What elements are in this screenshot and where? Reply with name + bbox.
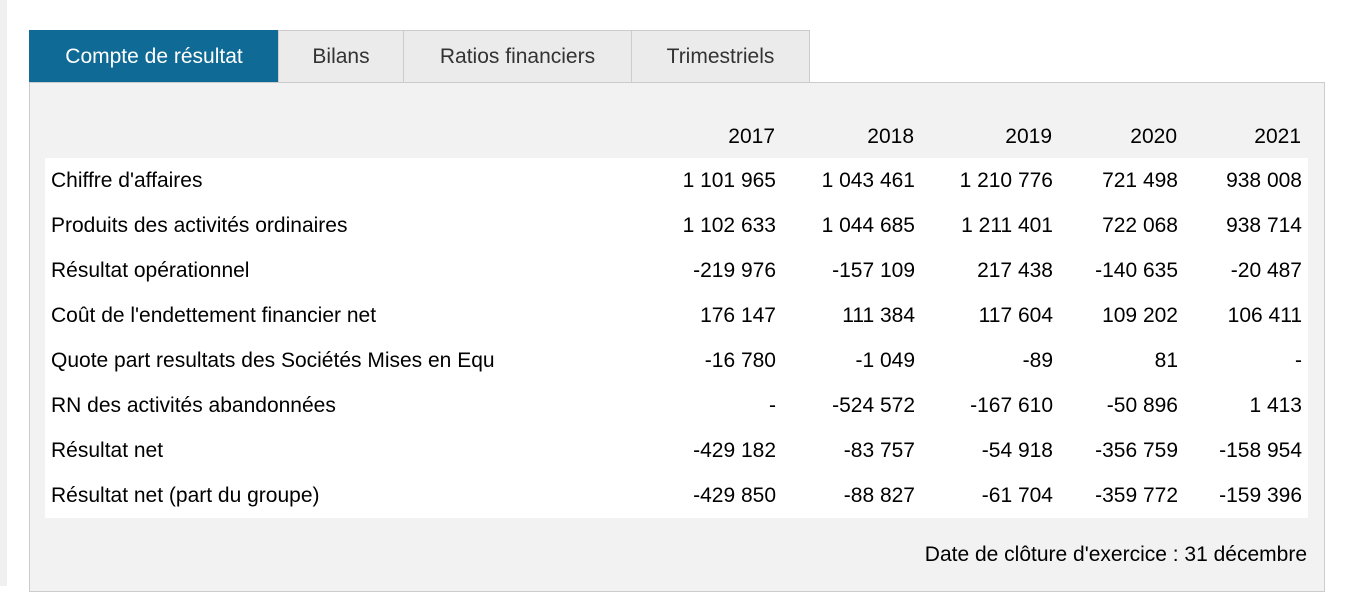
cell-2018: -1 049 [855,349,915,372]
cell-2020: -359 772 [1095,484,1178,507]
cell-2017: 1 101 965 [682,169,776,192]
cell-2018: -524 572 [832,394,915,417]
tab-trimestriels[interactable]: Trimestriels [631,30,810,82]
cell-2018: 1 044 685 [821,214,915,237]
cell-2021: 938 008 [1226,169,1302,192]
cell-2020: 81 [1154,349,1178,372]
table-row: Quote part resultats des Sociétés Mises … [45,338,1308,383]
row-label: Résultat net (part du groupe) [51,484,320,507]
year-header-2021: 2021 [1254,125,1301,148]
cell-2019: 217 438 [977,259,1053,282]
cell-2021: -158 954 [1219,439,1302,462]
tab-bilans[interactable]: Bilans [278,30,404,82]
cell-2020: -50 896 [1106,394,1178,417]
cell-2018: -83 757 [843,439,915,462]
cell-2020: -356 759 [1095,439,1178,462]
cell-2017: 1 102 633 [682,214,776,237]
cell-2020: 721 498 [1102,169,1178,192]
cell-2017: 176 147 [700,304,776,327]
row-label: Produits des activités ordinaires [51,214,348,237]
cell-2019: -89 [1022,349,1053,372]
cell-2019: -61 704 [981,484,1053,507]
cell-2020: 109 202 [1102,304,1178,327]
table-row: Produits des activités ordinaires 1 102 … [45,203,1308,248]
cell-2019: 1 210 776 [959,169,1053,192]
tab-bar: Compte de résultat Bilans Ratios financi… [29,30,810,82]
year-header-2019: 2019 [1005,125,1052,148]
year-header-2017: 2017 [728,125,775,148]
cell-2018: 1 043 461 [821,169,915,192]
year-header-2018: 2018 [867,125,914,148]
cell-2019: -167 610 [970,394,1053,417]
cell-2018: 111 384 [842,304,915,327]
cell-2018: -157 109 [832,259,915,282]
row-label: Résultat opérationnel [51,259,250,282]
fiscal-year-end-note: Date de clôture d'exercice : 31 décembre [924,543,1307,566]
cell-2021: 106 411 [1227,304,1302,327]
tab-compte-de-resultat[interactable]: Compte de résultat [29,30,279,82]
cell-2021: 938 714 [1226,214,1302,237]
row-label: Résultat net [51,439,164,462]
table-row: Résultat net (part du groupe) -429 850 -… [45,473,1308,518]
table-row: Coût de l'endettement financier net 176 … [45,293,1308,338]
cell-2018: -88 827 [843,484,915,507]
cell-2021: - [1295,349,1302,372]
page-left-strip [0,0,7,586]
year-header-2020: 2020 [1130,125,1177,148]
cell-2020: -140 635 [1095,259,1178,282]
table-row: Chiffre d'affaires 1 101 965 1 043 461 1… [45,158,1308,203]
cell-2020: 722 068 [1102,214,1178,237]
financial-table: Chiffre d'affaires 1 101 965 1 043 461 1… [45,158,1308,518]
cell-2021: -159 396 [1219,484,1302,507]
cell-2019: 117 604 [978,304,1053,327]
row-label: RN des activités abandonnées [51,394,336,417]
cell-2019: -54 918 [981,439,1053,462]
cell-2017: -429 850 [693,484,776,507]
row-label: Coût de l'endettement financier net [51,304,377,327]
cell-2021: -20 487 [1230,259,1302,282]
cell-2021: 1 413 [1249,394,1302,417]
year-header-row: 2017 2018 2019 2020 2021 [0,123,1358,151]
cell-2017: -219 976 [693,259,776,282]
table-row: Résultat net -429 182 -83 757 -54 918 -3… [45,428,1308,473]
cell-2017: -16 780 [704,349,776,372]
row-label: Chiffre d'affaires [51,169,203,192]
table-row: RN des activités abandonnées - -524 572 … [45,383,1308,428]
cell-2017: - [769,394,776,417]
table-row: Résultat opérationnel -219 976 -157 109 … [45,248,1308,293]
row-label: Quote part resultats des Sociétés Mises … [51,349,495,372]
cell-2017: -429 182 [693,439,776,462]
cell-2019: 1 211 401 [961,214,1053,237]
tab-ratios-financiers[interactable]: Ratios financiers [403,30,632,82]
